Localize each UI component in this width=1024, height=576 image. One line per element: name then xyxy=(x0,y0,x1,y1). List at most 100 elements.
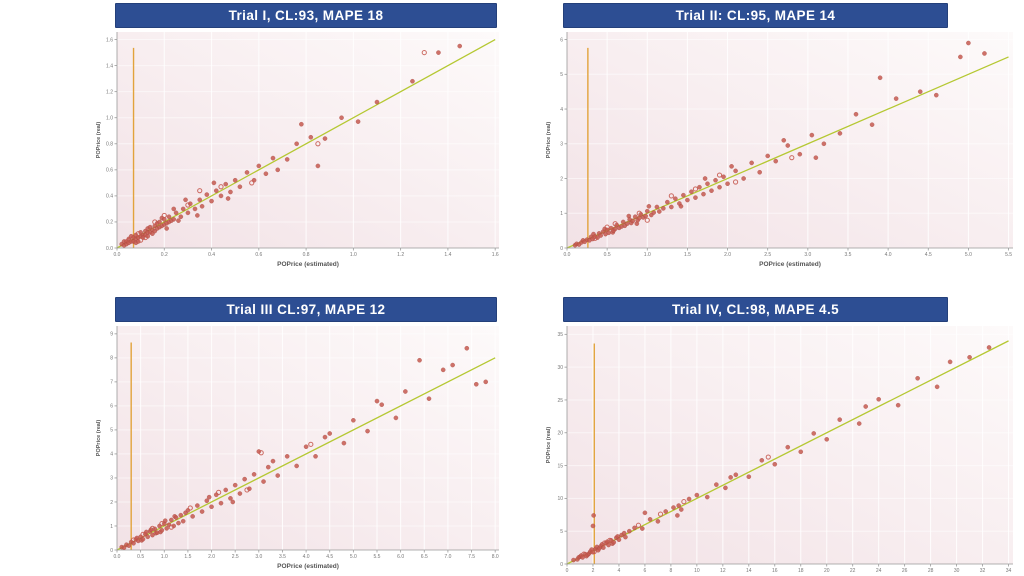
x-axis-label: POPrice (estimated) xyxy=(277,563,339,570)
data-point xyxy=(675,513,680,518)
data-point xyxy=(164,226,169,231)
open-data-point xyxy=(421,49,427,56)
data-point xyxy=(228,496,233,501)
svg-text:16: 16 xyxy=(772,568,778,574)
svg-text:3: 3 xyxy=(110,476,113,482)
data-point xyxy=(223,181,229,187)
data-point xyxy=(379,402,385,407)
data-point xyxy=(689,189,694,195)
data-point xyxy=(612,226,618,232)
data-point xyxy=(173,210,179,216)
data-point xyxy=(644,208,650,214)
svg-text:28: 28 xyxy=(928,568,934,574)
data-point xyxy=(665,199,670,205)
data-point xyxy=(209,504,214,510)
data-point xyxy=(178,214,184,220)
svg-text:1.0: 1.0 xyxy=(161,554,168,560)
svg-text:2: 2 xyxy=(592,568,595,574)
chart-title-trial-4: Trial IV, CL:98, MAPE 4.5 xyxy=(563,297,948,322)
data-point xyxy=(863,404,868,409)
open-data-point xyxy=(668,193,674,199)
data-point xyxy=(678,204,684,209)
data-point xyxy=(218,500,224,506)
data-point xyxy=(713,177,718,183)
data-point xyxy=(733,472,739,478)
data-point xyxy=(178,512,184,518)
data-point xyxy=(757,169,762,175)
data-point xyxy=(611,540,617,545)
data-point xyxy=(232,482,238,488)
data-point xyxy=(701,191,706,197)
data-point xyxy=(773,158,779,164)
svg-text:1.0: 1.0 xyxy=(350,252,357,258)
svg-text:5.5: 5.5 xyxy=(374,554,381,560)
data-point xyxy=(654,204,660,210)
gridlines xyxy=(567,326,1013,564)
svg-text:32: 32 xyxy=(980,568,986,574)
data-point xyxy=(620,219,626,225)
data-point xyxy=(450,362,455,368)
open-data-point xyxy=(644,217,650,223)
data-point xyxy=(237,184,243,190)
data-point xyxy=(417,357,422,363)
data-point xyxy=(237,491,243,496)
svg-text:4: 4 xyxy=(618,568,621,574)
identity-line xyxy=(566,340,1009,565)
open-data-point xyxy=(249,180,255,186)
identity-line xyxy=(116,38,496,249)
data-point xyxy=(765,153,770,159)
svg-text:6.5: 6.5 xyxy=(421,554,428,560)
data-point xyxy=(265,464,271,470)
data-point xyxy=(410,78,415,84)
data-point xyxy=(213,188,219,193)
data-point xyxy=(837,131,843,136)
data-point xyxy=(809,132,815,138)
data-point xyxy=(374,99,380,105)
open-data-point xyxy=(732,179,739,185)
data-point xyxy=(657,209,662,214)
data-point xyxy=(967,354,972,360)
svg-text:0.6: 0.6 xyxy=(255,252,262,258)
data-point xyxy=(630,218,636,224)
gridlines xyxy=(117,32,499,248)
data-points xyxy=(119,43,463,248)
svg-text:10: 10 xyxy=(694,568,700,574)
data-point xyxy=(164,526,169,531)
svg-text:0.0: 0.0 xyxy=(106,246,113,252)
data-point xyxy=(621,530,627,536)
data-point xyxy=(673,196,678,201)
data-point xyxy=(966,40,971,46)
data-point xyxy=(643,213,648,219)
data-point xyxy=(159,528,165,533)
svg-text:30: 30 xyxy=(954,568,960,574)
data-point xyxy=(211,180,217,186)
data-point xyxy=(284,157,290,162)
data-point xyxy=(230,499,236,505)
open-data-point xyxy=(581,551,587,557)
data-point xyxy=(294,141,299,147)
open-data-point xyxy=(244,487,250,493)
data-point xyxy=(195,213,200,218)
data-point xyxy=(322,136,328,141)
svg-text:4.5: 4.5 xyxy=(326,554,333,560)
data-point xyxy=(171,206,177,212)
data-point xyxy=(351,418,356,423)
svg-text:6: 6 xyxy=(560,37,563,43)
data-point xyxy=(251,472,257,477)
svg-text:20: 20 xyxy=(824,568,830,574)
data-point xyxy=(464,345,470,351)
svg-text:2.5: 2.5 xyxy=(232,554,239,560)
svg-text:34: 34 xyxy=(1006,568,1012,574)
data-point xyxy=(785,143,791,148)
svg-text:22: 22 xyxy=(850,568,856,574)
open-data-point xyxy=(612,221,618,227)
y-axis-label: POPrice (real) xyxy=(96,420,102,457)
open-data-point xyxy=(604,224,610,230)
axes xyxy=(116,32,499,249)
svg-text:5: 5 xyxy=(560,529,563,535)
scatter-plot-trial-1: 0.0 0.2 0.4 0.6 0.8 1.0 1.2 1.4 1.6 0.0 0.2 0.4 0.6 0… xyxy=(96,32,499,268)
data-point xyxy=(606,230,612,236)
data-point xyxy=(166,214,172,220)
data-point xyxy=(785,444,791,450)
data-point xyxy=(426,396,432,401)
